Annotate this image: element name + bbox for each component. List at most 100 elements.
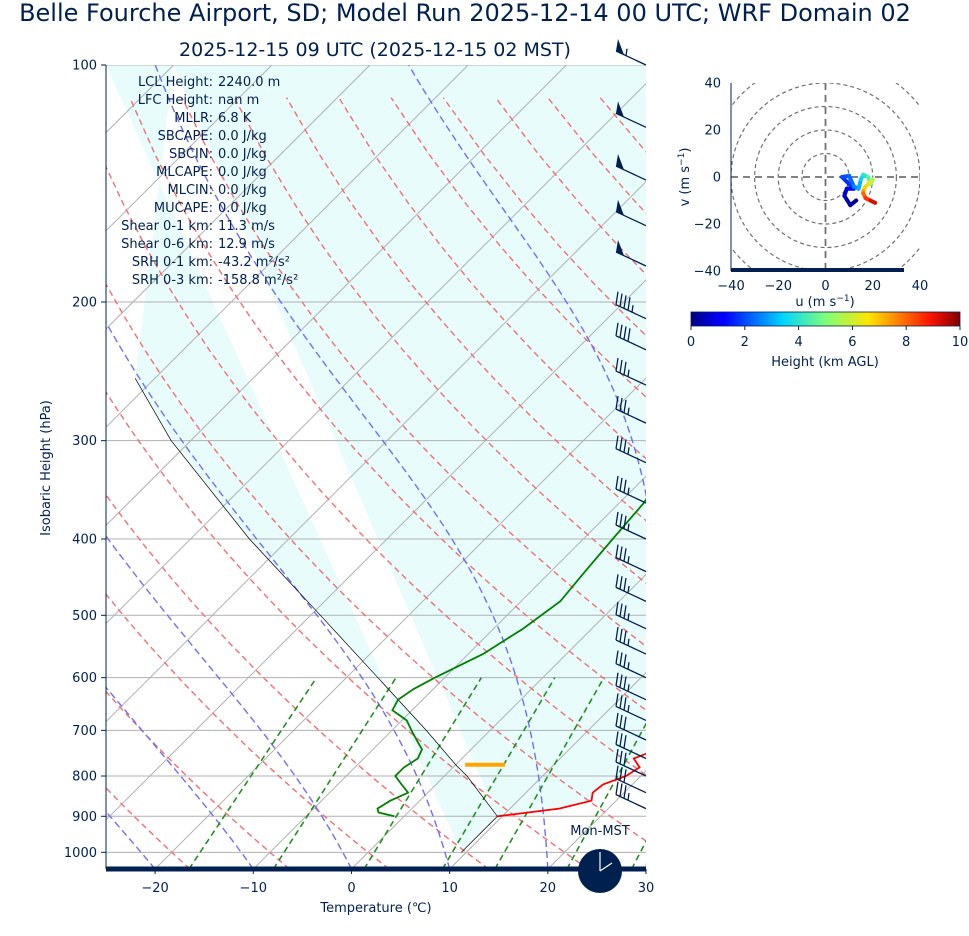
barb-feather: [619, 714, 623, 728]
barb-feather: [623, 654, 627, 668]
wind-barb: [615, 781, 647, 810]
mixing-ratio-line: [272, 677, 397, 869]
barb-feather: [619, 477, 623, 491]
barb-feather: [619, 750, 623, 764]
barb-shaft: [615, 685, 647, 701]
barb-shaft: [615, 705, 647, 722]
barb-feather: [615, 544, 619, 558]
wind-barb: [615, 748, 647, 777]
wind-barb: [615, 712, 647, 741]
barb-half: [627, 487, 630, 495]
moist-adiabat: [106, 686, 254, 869]
sounding-stats: LCL Height: 2240.0 m LFC Height: nan m MLLR:…: [121, 75, 298, 288]
barb-feather: [615, 396, 619, 410]
stat-value: nan m: [218, 93, 259, 108]
dry-adiabat: [106, 493, 490, 869]
p-tick-label: 500: [72, 609, 97, 624]
dry-adiabat: [106, 165, 646, 776]
barb-shaft: [615, 614, 647, 630]
barb-shaft: [615, 304, 647, 320]
barb-shaft: [615, 112, 647, 128]
barb-feather: [619, 783, 623, 797]
barb-half: [625, 48, 628, 56]
barb-feather: [615, 672, 619, 686]
isotherm: [154, 377, 646, 869]
colorbar-tick-label: 8: [902, 335, 910, 350]
barb-feather: [615, 626, 619, 641]
barb-feather: [615, 748, 619, 763]
wind-barb: [615, 154, 647, 181]
barb-shaft: [615, 448, 647, 464]
hodograph: −40−40 −20 −20 0 0 20 20 40 40 u (m s−1) v (m s−…: [677, 77, 929, 311]
barb-half: [627, 684, 630, 692]
hodograph-y-label: v (m s−1): [677, 148, 693, 207]
barb-feather: [619, 733, 623, 747]
dry-adiabat: [861, 98, 969, 869]
barb-half: [627, 407, 630, 415]
barb-half: [627, 613, 630, 621]
barb-feather: [615, 765, 619, 779]
wind-barb: [615, 731, 647, 760]
p-tick-label: 600: [72, 671, 97, 686]
barb-feather: [615, 731, 619, 745]
barb-feather: [623, 515, 627, 529]
y-axis-label: Isobaric Height (hPa): [39, 400, 54, 536]
mixing-ratio-line: [188, 677, 318, 869]
isotherm: [106, 82, 646, 625]
dry-adiabat: [705, 98, 969, 869]
barb-half: [631, 305, 634, 313]
barb-feather: [615, 322, 619, 336]
barb-feather: [623, 630, 627, 644]
stat-label: MUCAPE:: [154, 201, 213, 216]
stat-value: 0.0 J/kg: [218, 165, 267, 180]
wind-barb: [615, 239, 647, 267]
cape-fill: [106, 65, 498, 853]
colorbar-tick-labels: 0 2 4 6 8 10: [687, 326, 968, 350]
profile-lines: [134, 378, 646, 853]
isotherm: [106, 65, 273, 232]
stat-label: MLLR:: [174, 111, 213, 126]
barb-feather: [623, 399, 627, 413]
wind-barb: [615, 601, 647, 630]
stat-value: -43.2 m²/s²: [218, 255, 290, 270]
wind-barb: [615, 544, 647, 573]
barb-flag: [616, 239, 624, 256]
isotherm: [106, 65, 567, 527]
hodograph-x-tick: 40: [912, 279, 929, 294]
hodograph-x-label: u (m s−1): [795, 294, 854, 310]
hodograph-y-tick: −40: [694, 265, 721, 280]
barb-feather: [619, 695, 623, 709]
dewpoint-profile-line: [376, 497, 646, 818]
barb-half: [627, 556, 630, 564]
hodograph-y-tick: 40: [704, 77, 721, 92]
barb-feather: [619, 652, 623, 666]
barb-shaft: [615, 663, 647, 679]
barb-feather: [623, 295, 627, 309]
hodograph-y-tick: 20: [704, 124, 721, 139]
stat-value: 6.8 K: [218, 111, 252, 126]
hodograph-ring: [731, 83, 920, 271]
barb-feather: [623, 676, 627, 690]
barb-feather: [619, 437, 623, 451]
stat-label: LCL Height:: [138, 75, 213, 90]
wind-barb: [615, 693, 647, 722]
p-tick-label: 200: [72, 296, 97, 311]
barb-feather: [623, 605, 627, 619]
wind-barb: [615, 765, 647, 794]
stat-label: Shear 0-1 km:: [121, 219, 213, 234]
hodograph-x-tick: −40: [717, 279, 744, 294]
x-tick-labels: −20 −10 0 10 20 30: [141, 869, 654, 896]
barb-feather: [615, 574, 619, 588]
hodograph-ring: [777, 129, 874, 225]
stat-value: 12.9 m/s: [218, 237, 275, 252]
barb-feather: [615, 693, 619, 707]
stat-label: SBCAPE:: [158, 129, 213, 144]
hodograph-segment: [868, 198, 878, 205]
barb-feather: [623, 735, 627, 749]
barb-feather: [619, 603, 623, 617]
mixing-ratio-line: [441, 677, 556, 869]
stat-value: -158.8 m²/s²: [218, 273, 298, 288]
dry-adiabat: [285, 97, 646, 522]
x-tick-label: −20: [141, 881, 168, 896]
barb-feather: [623, 785, 627, 799]
